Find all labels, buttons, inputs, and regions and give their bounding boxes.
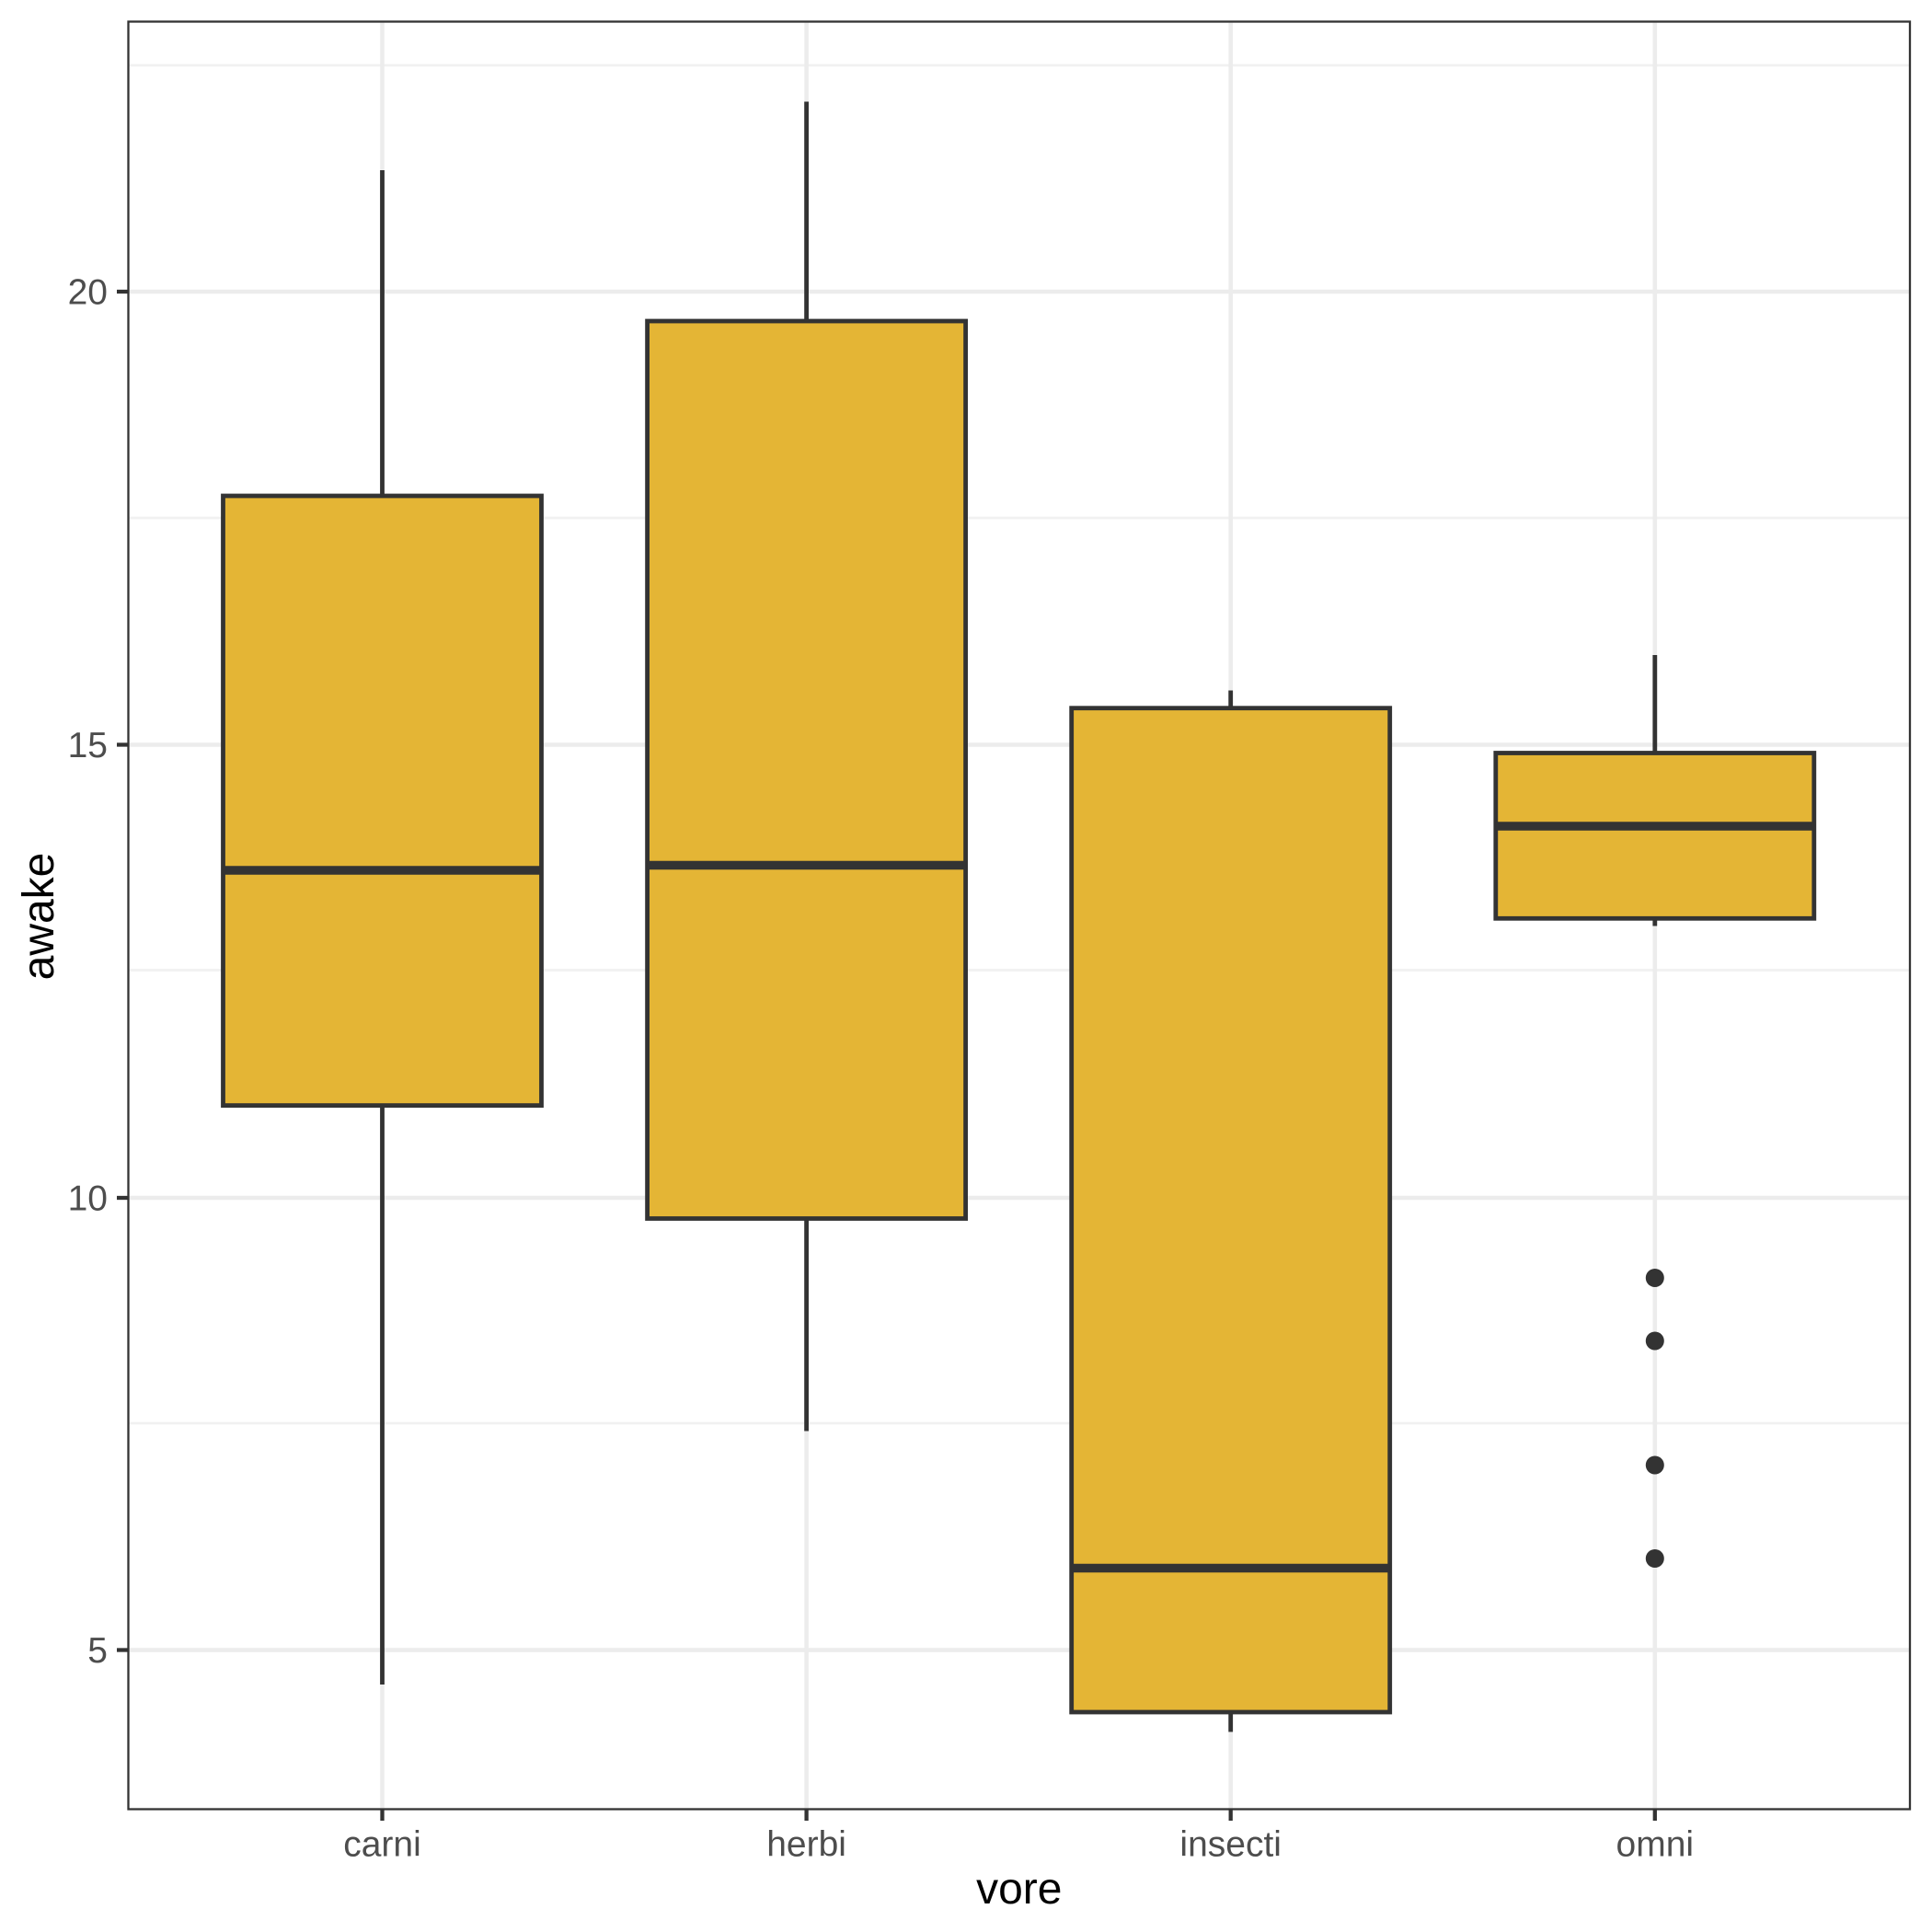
svg-text:awake: awake	[15, 853, 63, 981]
svg-text:herbi: herbi	[766, 1825, 846, 1865]
svg-text:5: 5	[87, 1631, 108, 1671]
svg-text:vore: vore	[976, 1865, 1062, 1914]
svg-text:omni: omni	[1616, 1825, 1695, 1865]
svg-text:10: 10	[68, 1179, 108, 1219]
svg-text:carni: carni	[343, 1825, 421, 1865]
svg-text:15: 15	[68, 726, 108, 765]
svg-text:insecti: insecti	[1179, 1825, 1282, 1865]
svg-text:20: 20	[68, 273, 108, 313]
